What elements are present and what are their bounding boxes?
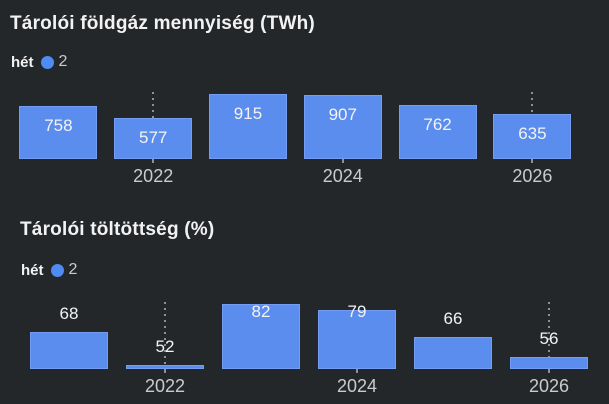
x-axis-label: 2024 xyxy=(336,376,378,396)
bar-column: 68 xyxy=(21,302,117,369)
bar-column: 907 2024 xyxy=(295,92,390,186)
axis-tick xyxy=(548,369,550,373)
chart-title: Tárolói töltöttség (%) xyxy=(20,219,215,240)
bar[interactable] xyxy=(30,332,108,369)
x-axis-label: 2022 xyxy=(133,166,174,186)
bar-value-label: 66 xyxy=(443,308,463,328)
axis-tick xyxy=(531,159,534,163)
legend: hét 2 xyxy=(11,53,68,71)
bar[interactable] xyxy=(398,105,477,159)
bar-column: 762 xyxy=(390,92,485,159)
axis-tick xyxy=(341,159,344,163)
axis-tick xyxy=(152,159,155,163)
legend-key-label: hét xyxy=(11,53,34,71)
bar-value-label: 762 xyxy=(423,115,452,135)
bar-value-label: 907 xyxy=(328,105,357,125)
series-color-dot-icon xyxy=(40,55,54,69)
legend-series-label: 2 xyxy=(58,53,68,70)
axis-tick xyxy=(356,369,358,373)
bar[interactable] xyxy=(126,364,204,369)
bar-column: 52 2022 xyxy=(117,302,213,396)
series-color-dot-icon xyxy=(50,263,64,277)
bar-column: 915 xyxy=(201,92,296,159)
bar[interactable] xyxy=(114,118,193,159)
legend-series-item[interactable]: 2 xyxy=(50,261,78,279)
bar[interactable] xyxy=(493,114,572,159)
bar-value-label: 915 xyxy=(233,104,263,124)
legend-key-label: hét xyxy=(21,261,44,279)
bar-plot-fill-level: 68 52 2022 82 79 2024 66 56 2026 xyxy=(0,302,609,402)
bar[interactable] xyxy=(318,310,396,369)
x-axis-label: 2022 xyxy=(144,376,186,396)
bar[interactable] xyxy=(510,356,588,369)
bar[interactable] xyxy=(208,94,287,159)
bar-value-label: 56 xyxy=(539,328,559,348)
guide-line-dotted-icon xyxy=(548,302,550,373)
bar-value-label: 68 xyxy=(59,304,79,324)
guide-line-dotted-icon xyxy=(164,302,166,373)
bar-column: 79 2024 xyxy=(309,302,405,396)
legend-series-item[interactable]: 2 xyxy=(40,53,68,71)
bar-column: 82 xyxy=(213,302,309,369)
bar-value-label: 82 xyxy=(251,302,271,321)
bar-value-label: 79 xyxy=(347,302,367,321)
bar-value-label: 635 xyxy=(518,124,547,144)
bar-value-label: 758 xyxy=(44,115,73,135)
x-axis-label: 2026 xyxy=(512,166,553,186)
bar-column: 56 2026 xyxy=(501,302,597,396)
bar-column: 66 xyxy=(405,302,501,369)
bar-column: 758 xyxy=(11,92,106,159)
bar-value-label: 52 xyxy=(155,336,175,356)
x-axis-label: 2024 xyxy=(322,166,363,186)
bar[interactable] xyxy=(303,95,382,159)
chart-title: Tárolói földgáz mennyiség (TWh) xyxy=(10,13,315,34)
bar[interactable] xyxy=(414,336,492,369)
bar[interactable] xyxy=(222,304,300,369)
bar-column: 577 2022 xyxy=(106,92,201,186)
legend-series-label: 2 xyxy=(68,261,78,278)
legend: hét 2 xyxy=(21,261,78,279)
bar-plot-gas-volume: 758 577 2022 915 907 2024 762 635 2026 xyxy=(0,92,609,192)
axis-tick xyxy=(164,369,166,373)
x-axis-label: 2026 xyxy=(528,376,570,396)
bar[interactable] xyxy=(19,105,98,159)
bar-value-label: 577 xyxy=(139,128,168,148)
bar-column: 635 2026 xyxy=(485,92,580,186)
